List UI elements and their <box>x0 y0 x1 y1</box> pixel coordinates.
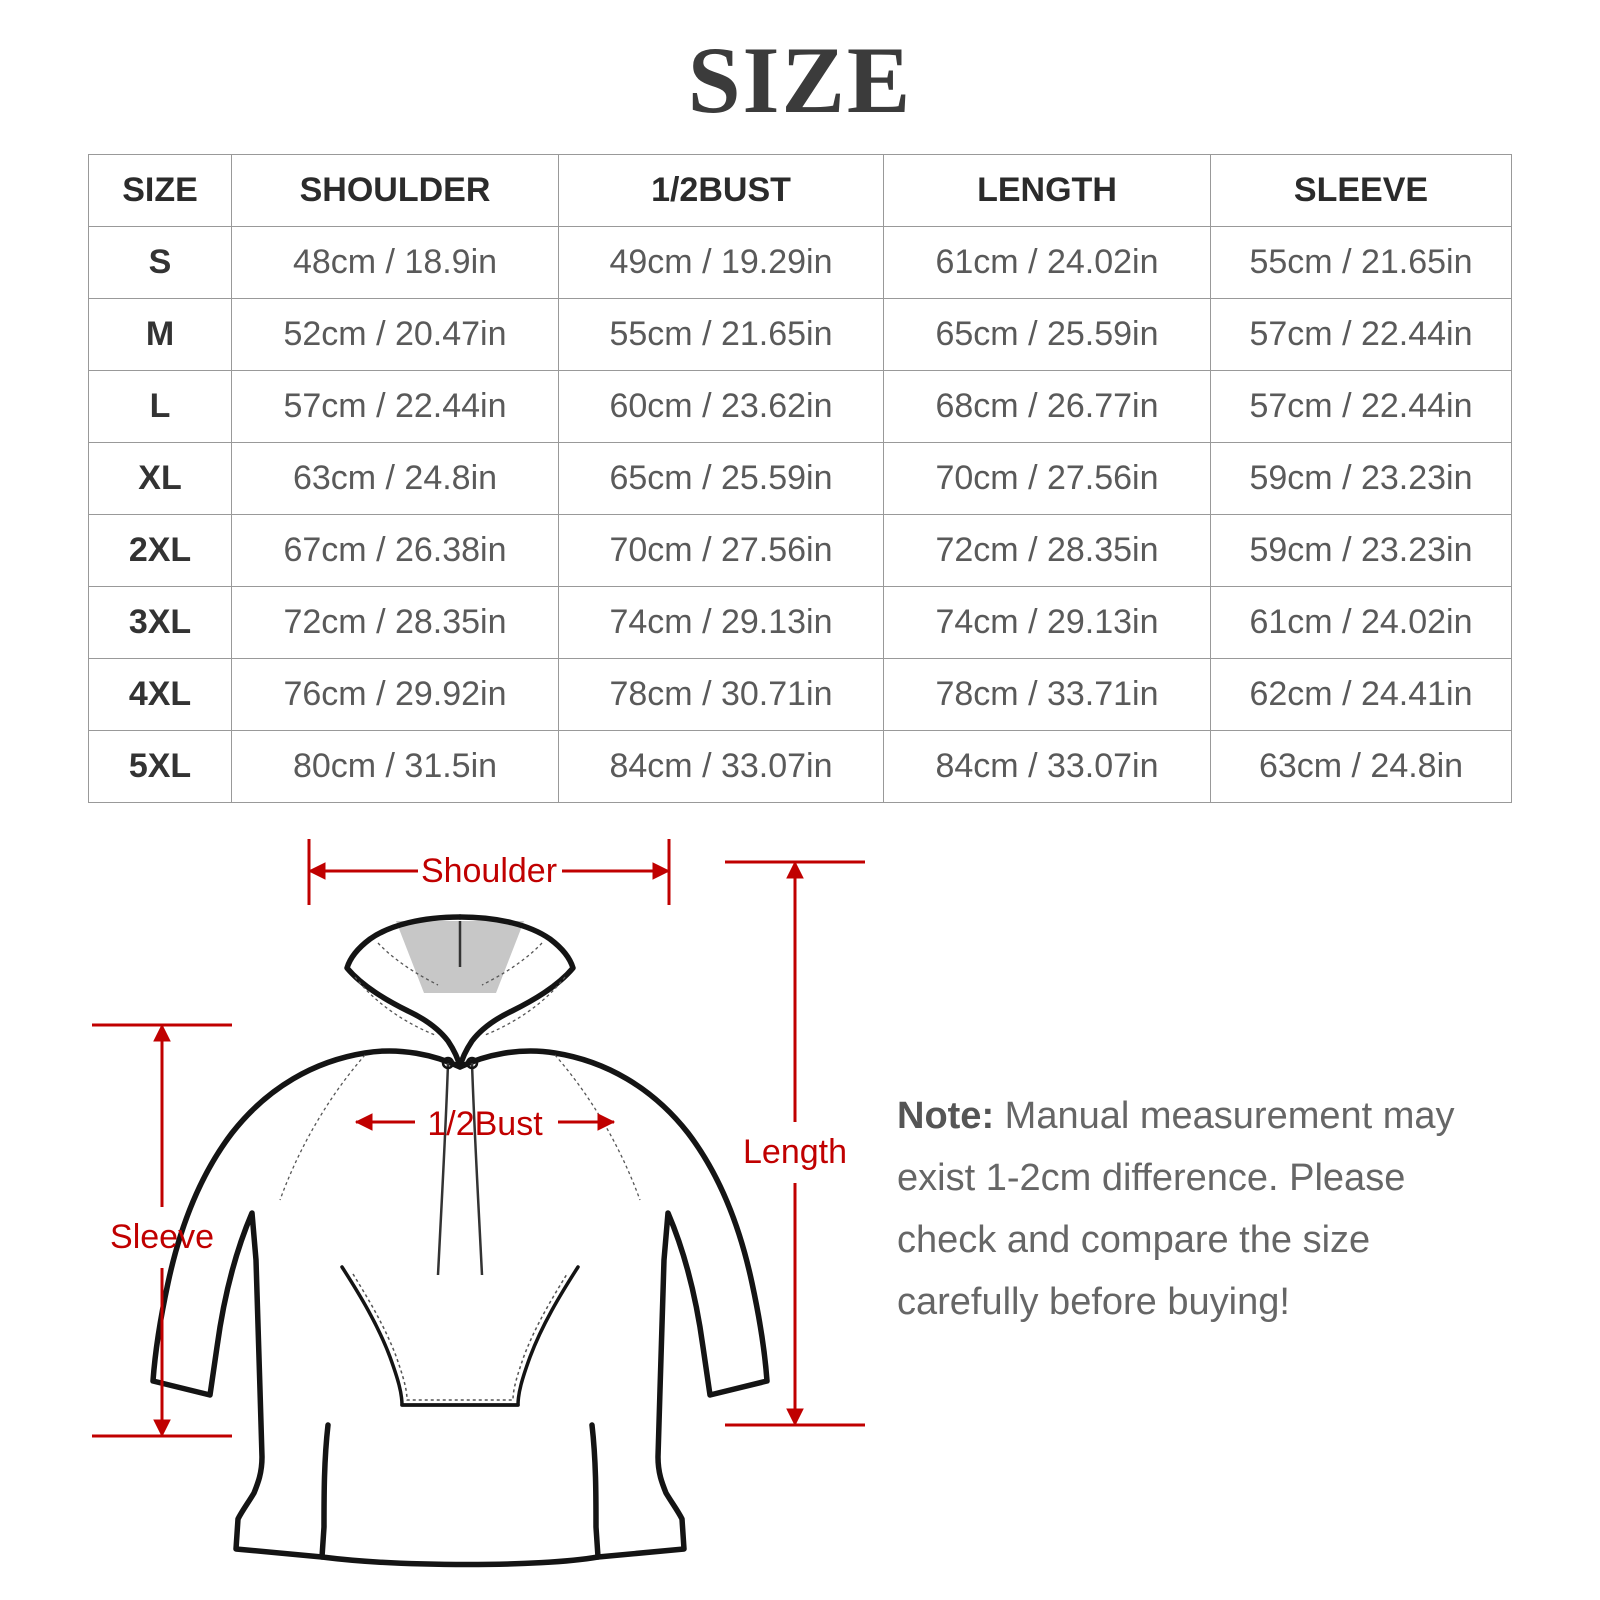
svg-text:Length: Length <box>743 1133 847 1171</box>
svg-text:Sleeve: Sleeve <box>110 1218 214 1256</box>
svg-text:Shoulder: Shoulder <box>421 852 557 890</box>
svg-text:1/2Bust: 1/2Bust <box>427 1105 543 1143</box>
